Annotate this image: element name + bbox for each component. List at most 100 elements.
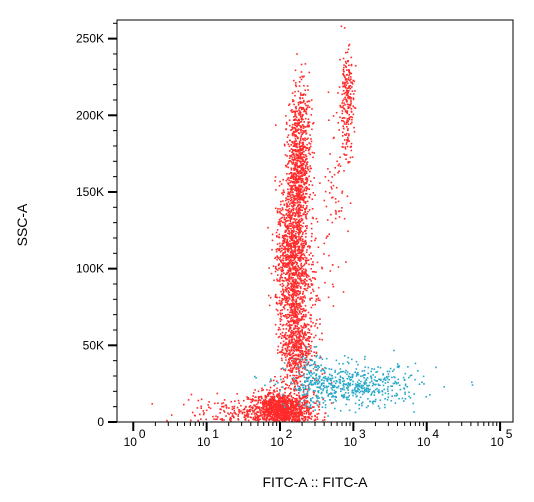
- data-point: [291, 335, 294, 338]
- data-point: [301, 397, 304, 400]
- data-point: [302, 114, 304, 117]
- data-point: [284, 295, 286, 297]
- data-point: [330, 387, 333, 389]
- data-point: [278, 236, 281, 239]
- data-point: [298, 149, 300, 151]
- data-point: [273, 414, 276, 417]
- data-point: [291, 360, 293, 362]
- data-point: [306, 396, 308, 399]
- data-point: [286, 364, 288, 366]
- data-point: [285, 217, 288, 219]
- data-point: [298, 338, 301, 340]
- data-point: [297, 277, 299, 279]
- x-tick-label: 10: [344, 435, 358, 449]
- data-point: [301, 273, 304, 276]
- data-point: [291, 370, 294, 372]
- data-point: [306, 177, 309, 179]
- data-point: [332, 384, 334, 387]
- data-point: [266, 416, 269, 418]
- data-point: [294, 308, 297, 311]
- data-point: [361, 370, 364, 372]
- data-point: [250, 401, 252, 404]
- data-point: [303, 188, 305, 191]
- data-point: [301, 148, 303, 150]
- data-point: [281, 234, 284, 237]
- data-point: [300, 188, 303, 190]
- data-point: [287, 320, 289, 322]
- data-point: [386, 398, 389, 401]
- data-point: [284, 369, 287, 372]
- data-point: [286, 334, 289, 337]
- data-point: [334, 376, 337, 379]
- data-point: [346, 94, 349, 97]
- data-point: [326, 379, 328, 381]
- data-point: [298, 417, 300, 420]
- data-point: [317, 297, 320, 300]
- data-point: [279, 375, 282, 378]
- data-point: [282, 394, 284, 396]
- data-point: [304, 154, 307, 156]
- data-point: [282, 240, 284, 243]
- data-point: [247, 410, 249, 412]
- data-point: [289, 274, 291, 276]
- data-point: [295, 159, 298, 162]
- data-point: [295, 300, 298, 302]
- data-point: [294, 242, 296, 244]
- data-point: [278, 414, 280, 417]
- data-point: [307, 285, 310, 288]
- data-point: [296, 168, 299, 171]
- data-point: [323, 379, 325, 382]
- data-point: [295, 233, 297, 235]
- data-point: [303, 343, 305, 346]
- data-point: [414, 378, 416, 381]
- data-point: [306, 157, 308, 160]
- data-point: [303, 99, 305, 102]
- data-point: [278, 394, 280, 397]
- data-point: [294, 300, 296, 303]
- data-point: [324, 406, 327, 409]
- data-point: [288, 119, 291, 121]
- data-point: [299, 153, 301, 156]
- data-point: [254, 412, 256, 414]
- data-point: [309, 359, 312, 361]
- data-point: [293, 184, 296, 187]
- data-point: [297, 102, 300, 104]
- data-point: [298, 358, 300, 361]
- data-point: [212, 415, 214, 418]
- data-point: [299, 351, 301, 354]
- data-point: [278, 417, 280, 419]
- data-point: [305, 405, 307, 407]
- data-point: [291, 280, 294, 282]
- data-point: [291, 320, 294, 322]
- data-point: [255, 413, 257, 415]
- data-point: [305, 347, 307, 349]
- data-point: [339, 116, 341, 119]
- data-point: [305, 170, 308, 173]
- data-point: [294, 188, 297, 190]
- data-point: [342, 69, 345, 71]
- data-point: [291, 189, 293, 192]
- data-point: [321, 358, 324, 360]
- data-point: [280, 261, 283, 264]
- data-point: [297, 400, 299, 403]
- data-point: [332, 386, 334, 389]
- data-point: [312, 410, 314, 412]
- data-point: [390, 400, 393, 402]
- data-point: [293, 145, 296, 147]
- data-point: [308, 147, 311, 149]
- data-point: [293, 338, 295, 340]
- data-point: [345, 84, 348, 86]
- data-point: [298, 207, 301, 209]
- data-point: [311, 263, 313, 266]
- data-point: [324, 412, 326, 415]
- data-point: [305, 113, 308, 115]
- data-point: [292, 181, 294, 184]
- data-point: [277, 269, 279, 271]
- data-point: [282, 189, 285, 191]
- data-point: [304, 396, 306, 399]
- data-point: [284, 344, 286, 346]
- data-point: [294, 266, 297, 268]
- data-point: [170, 414, 173, 416]
- data-point: [285, 416, 287, 418]
- data-point: [292, 203, 295, 205]
